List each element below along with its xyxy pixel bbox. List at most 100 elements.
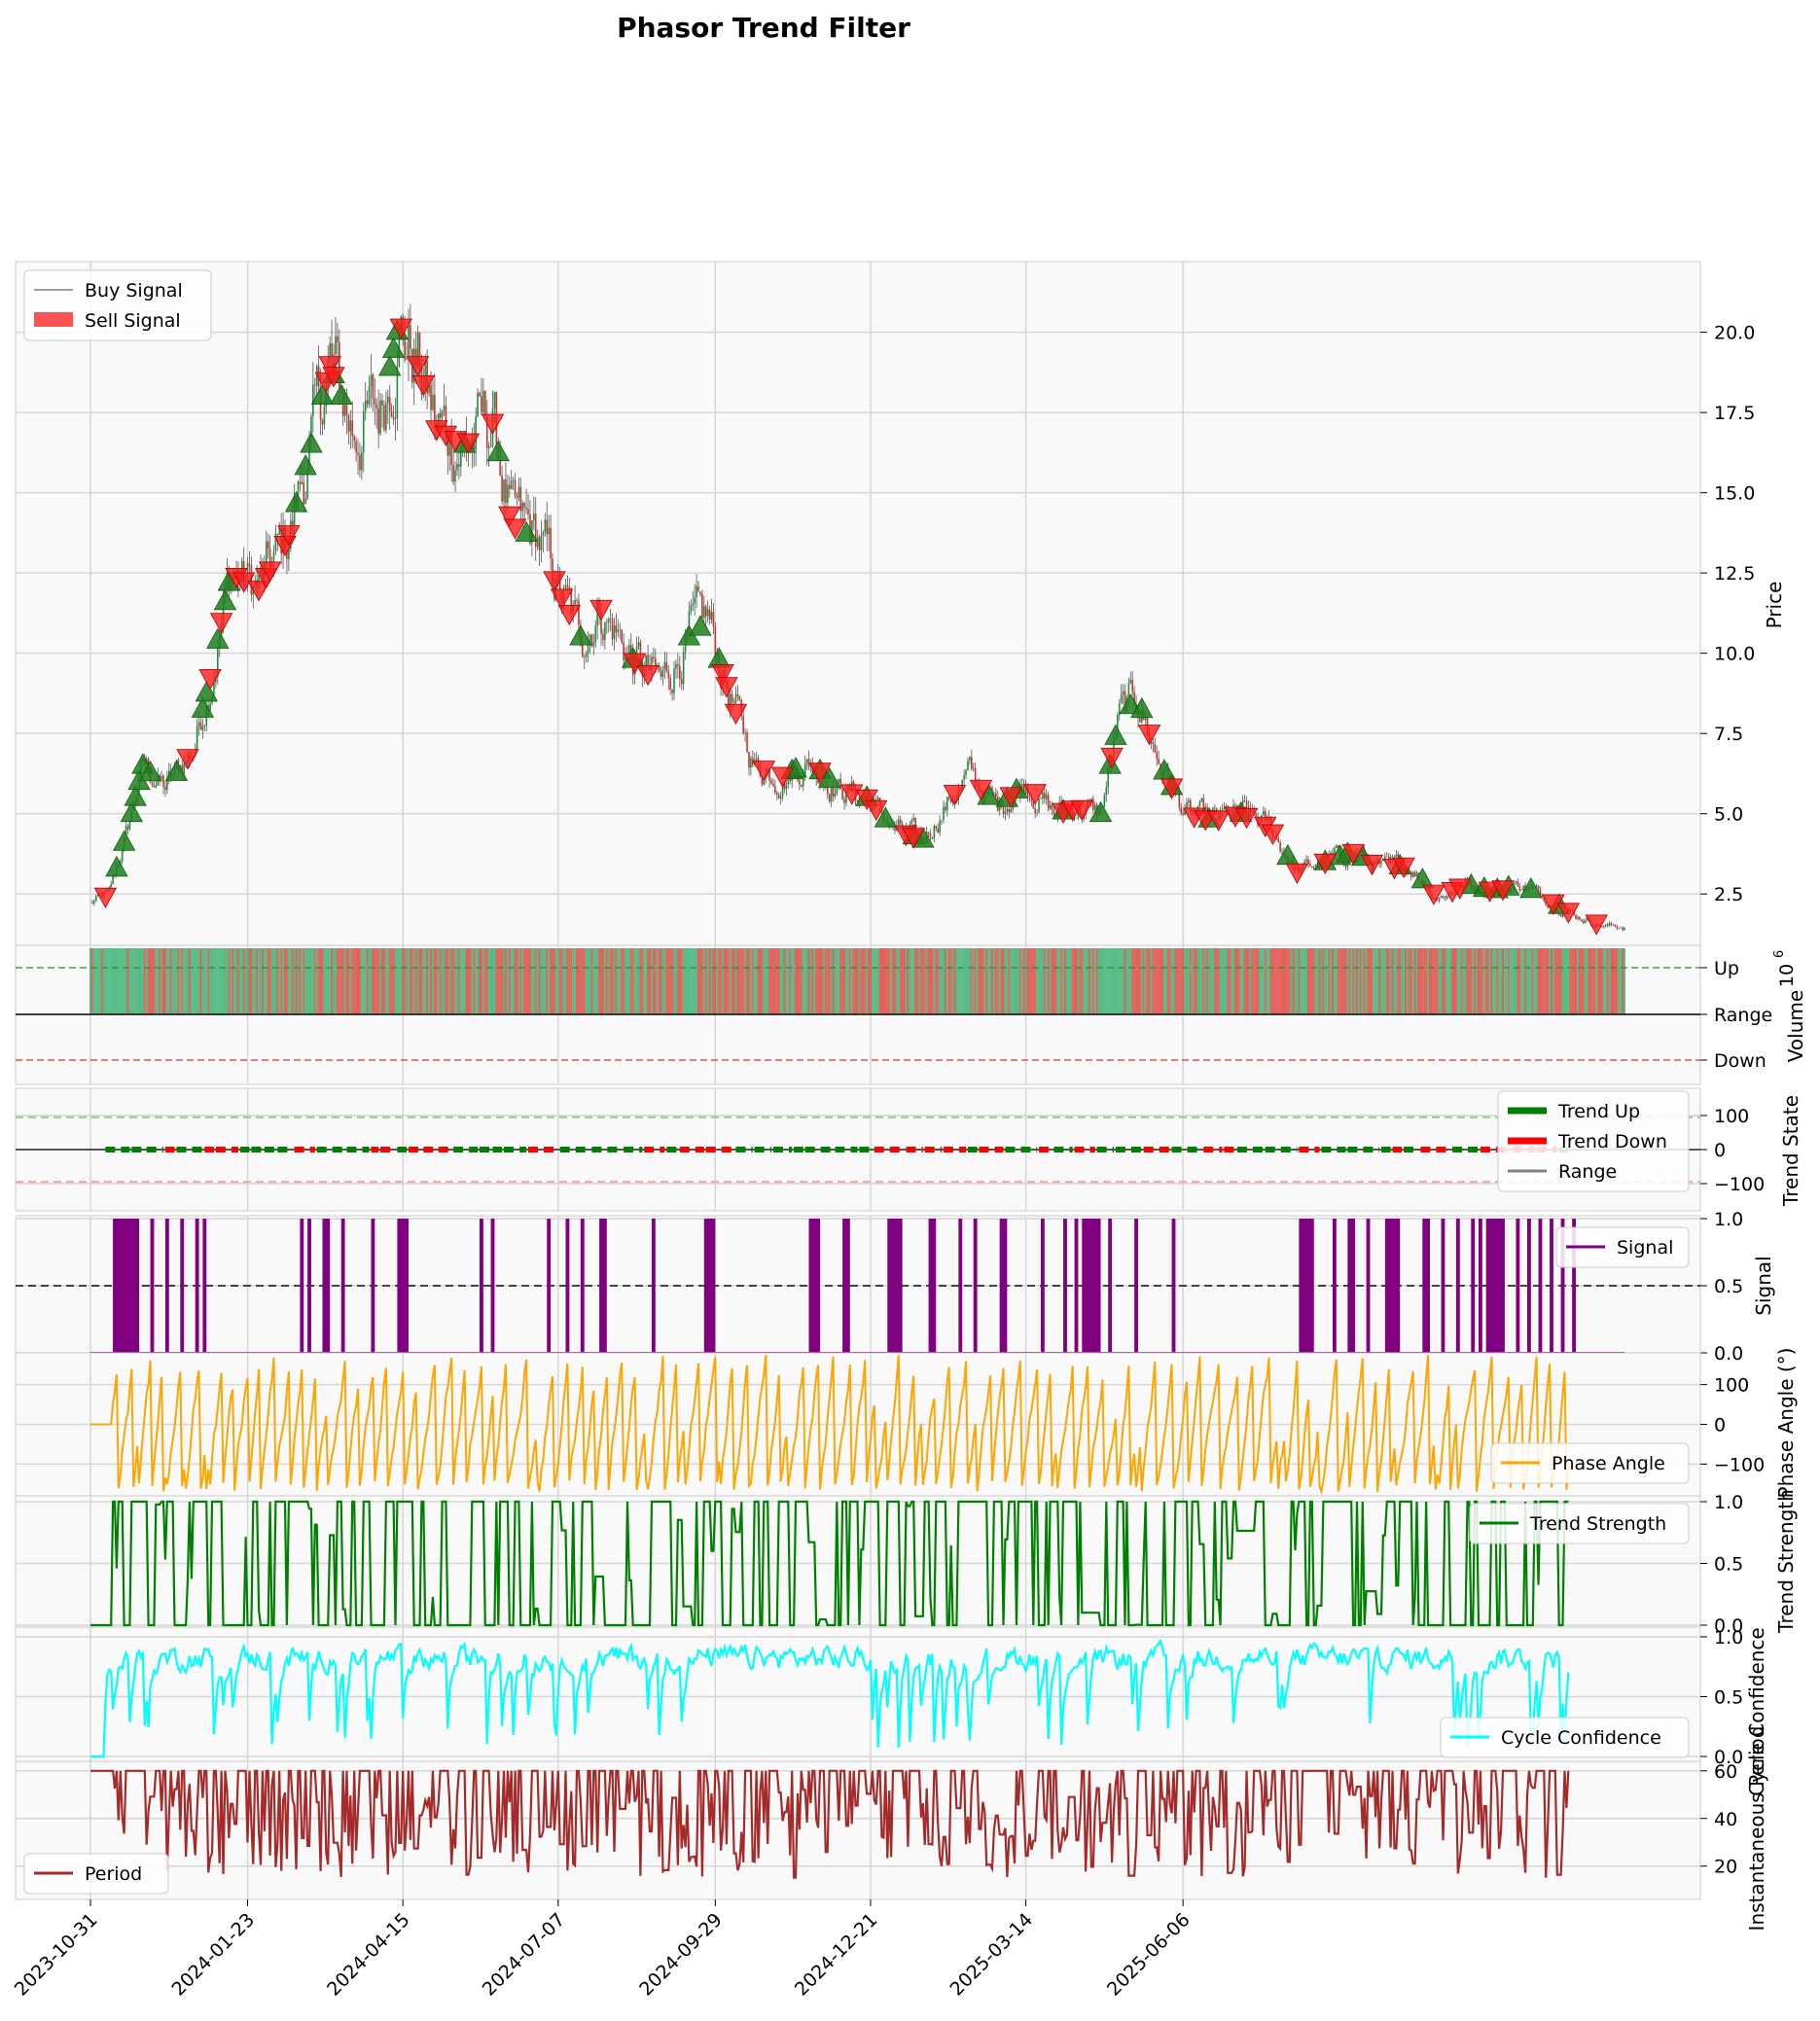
cycle-confidence-line bbox=[90, 1638, 1570, 1758]
volume-bar bbox=[676, 948, 679, 1014]
y-tick-label: 17.5 bbox=[1714, 403, 1755, 424]
volume-bar bbox=[1085, 948, 1088, 1014]
volume-bar bbox=[508, 948, 511, 1014]
volume-bar bbox=[706, 948, 709, 1014]
volume-bar bbox=[1302, 948, 1304, 1014]
volume-bar bbox=[1423, 948, 1426, 1014]
volume-bar bbox=[304, 948, 307, 1014]
volume-bar bbox=[349, 948, 352, 1014]
volume-bar bbox=[1243, 948, 1246, 1014]
volume-bar bbox=[244, 948, 247, 1014]
volume-bar bbox=[1225, 948, 1228, 1014]
y-tick-label: 20 bbox=[1714, 1857, 1737, 1878]
volume-bar bbox=[1294, 948, 1297, 1014]
volume-bar bbox=[935, 948, 938, 1014]
volume-bar bbox=[1026, 948, 1029, 1014]
buy-marker bbox=[310, 383, 335, 406]
volume-bar bbox=[400, 948, 403, 1014]
volume-bar bbox=[1282, 948, 1285, 1014]
volume-bar bbox=[576, 948, 579, 1014]
signal-pulse bbox=[1478, 1219, 1482, 1353]
volume-bar bbox=[205, 948, 208, 1014]
signal-pulse bbox=[999, 1219, 1008, 1353]
level-label: Down bbox=[1714, 1050, 1766, 1072]
volume-bar bbox=[1462, 948, 1465, 1014]
volume-bar bbox=[108, 948, 111, 1014]
volume-bar bbox=[1520, 948, 1523, 1014]
volume-bar bbox=[1452, 948, 1455, 1014]
signal-pulse bbox=[1134, 1219, 1138, 1353]
volume-bar bbox=[514, 948, 517, 1014]
sell-marker bbox=[752, 761, 776, 782]
signal-pulse bbox=[490, 1219, 495, 1353]
volume-bar bbox=[767, 948, 769, 1014]
volume-bar bbox=[907, 948, 910, 1014]
volume-bar bbox=[1328, 948, 1331, 1014]
volume-bar bbox=[665, 948, 668, 1014]
volume-bar bbox=[347, 948, 350, 1014]
volume-bar bbox=[1213, 948, 1216, 1014]
volume-bar bbox=[736, 948, 739, 1014]
volume-bar bbox=[1257, 948, 1260, 1014]
sell-marker bbox=[1234, 807, 1259, 830]
volume-bar bbox=[377, 948, 380, 1014]
volume-bar bbox=[398, 948, 401, 1014]
volume-bar bbox=[272, 948, 275, 1014]
buy-marker bbox=[213, 589, 237, 611]
volume-bar bbox=[1622, 948, 1624, 1014]
volume-bar bbox=[1290, 948, 1293, 1014]
volume-bar bbox=[807, 948, 810, 1014]
volume-bar bbox=[802, 948, 804, 1014]
volume-bar bbox=[1518, 948, 1521, 1014]
y-tick-label: 0.0 bbox=[1714, 1615, 1743, 1637]
volume-bar bbox=[333, 948, 336, 1014]
volume-bar bbox=[779, 948, 782, 1014]
volume-bar bbox=[212, 948, 215, 1014]
volume-bar bbox=[1120, 948, 1123, 1014]
volume-bar bbox=[364, 948, 367, 1014]
volume-bar bbox=[1018, 948, 1021, 1014]
x-tick-label: 2024-04-15 bbox=[323, 1909, 414, 2001]
volume-bar bbox=[284, 948, 287, 1014]
volume-bar bbox=[1296, 948, 1299, 1014]
volume-bar bbox=[1093, 948, 1096, 1014]
sell-marker bbox=[865, 799, 888, 822]
volume-bar bbox=[1015, 948, 1017, 1014]
volume-bar bbox=[90, 948, 93, 1014]
volume-bar bbox=[360, 948, 363, 1014]
volume-bar bbox=[846, 948, 849, 1014]
volume-bar bbox=[738, 948, 741, 1014]
volume-bar bbox=[585, 948, 588, 1014]
signal-pulse bbox=[808, 1219, 821, 1353]
volume-bar bbox=[590, 948, 593, 1014]
volume-bar bbox=[716, 948, 719, 1014]
volume-bar bbox=[841, 948, 844, 1014]
volume-bar bbox=[1142, 948, 1145, 1014]
volume-bar bbox=[1535, 948, 1538, 1014]
y-tick-label: 0 bbox=[1714, 1415, 1726, 1436]
volume-bar bbox=[1346, 948, 1349, 1014]
volume-bar bbox=[471, 948, 474, 1014]
volume-bar bbox=[1593, 948, 1596, 1014]
volume-bar bbox=[773, 948, 776, 1014]
volume-bar bbox=[463, 948, 466, 1014]
volume-bar bbox=[755, 948, 758, 1014]
signal-pulse bbox=[1471, 1219, 1476, 1353]
volume-bar bbox=[834, 948, 837, 1014]
volume-bar bbox=[1589, 948, 1592, 1014]
signal-pulse bbox=[580, 1219, 585, 1353]
volume-bar bbox=[1488, 948, 1491, 1014]
volume-bar bbox=[1235, 948, 1238, 1014]
y-tick-label: 7.5 bbox=[1714, 724, 1743, 745]
volume-bar bbox=[1373, 948, 1375, 1014]
volume-bar bbox=[1515, 948, 1517, 1014]
sell-marker bbox=[1448, 878, 1472, 900]
volume-bar bbox=[448, 948, 451, 1014]
signal-pulse bbox=[397, 1219, 409, 1353]
volume-bar bbox=[965, 948, 968, 1014]
volume-bar bbox=[1065, 948, 1068, 1014]
volume-bar bbox=[1305, 948, 1308, 1014]
volume-bar bbox=[562, 948, 565, 1014]
volume-bar bbox=[506, 948, 509, 1014]
volume-bar bbox=[483, 948, 486, 1014]
